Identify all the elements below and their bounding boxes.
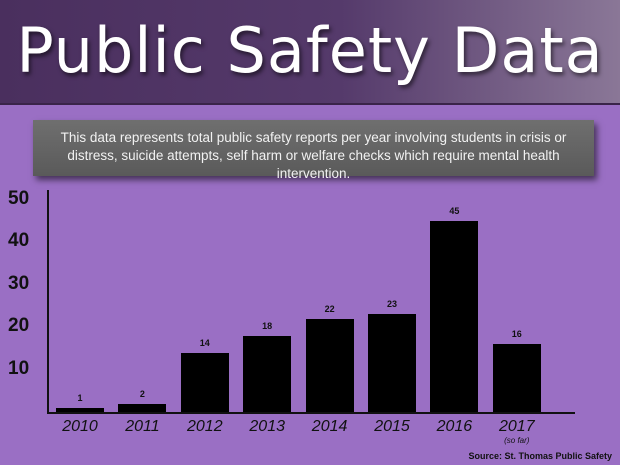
data-label: 18 [262, 320, 273, 331]
data-label: 14 [199, 337, 210, 348]
bar-2015 [368, 314, 416, 412]
bar-2014 [305, 318, 354, 412]
x-tick-label: 2014 [311, 418, 348, 435]
title-banner: Public Safety Data [0, 0, 620, 105]
y-tick-label: 40 [8, 230, 30, 252]
x-tick-label: 2017 [499, 418, 535, 435]
description-text: This data represents total public safety… [60, 130, 567, 181]
y-axis-line [47, 190, 49, 414]
bar-2011 [118, 403, 167, 412]
y-tick-label: 10 [8, 357, 30, 379]
x-tick-label: 2015 [374, 418, 410, 435]
x-axis-line [47, 412, 575, 414]
description-box: This data represents total public safety… [33, 120, 594, 181]
data-label: 22 [324, 303, 335, 314]
bar-2010 [56, 407, 104, 412]
source-credit: Source: St. Thomas Public Safety [468, 451, 612, 461]
data-label: 1 [77, 392, 83, 403]
bar-2013 [243, 335, 292, 412]
data-label: 16 [511, 329, 522, 340]
y-tick-label: 50 [8, 188, 30, 209]
data-label: 45 [449, 206, 460, 217]
data-label: 23 [386, 299, 397, 310]
x-tick-label: 2012 [187, 418, 223, 435]
y-tick-label: 30 [8, 272, 30, 294]
x-tick-label: 2013 [249, 418, 285, 435]
x-tick-note: (so far) [504, 436, 530, 445]
page-title: Public Safety Data [16, 14, 604, 87]
data-label: 2 [139, 388, 145, 399]
bar-2017 [492, 344, 541, 412]
y-tick-label: 20 [8, 315, 30, 337]
bar-2016 [430, 221, 479, 412]
bar-2012 [180, 352, 229, 412]
x-tick-label: 2016 [436, 418, 473, 435]
x-tick-label: 2011 [125, 418, 160, 435]
x-tick-label: 2010 [62, 418, 98, 435]
